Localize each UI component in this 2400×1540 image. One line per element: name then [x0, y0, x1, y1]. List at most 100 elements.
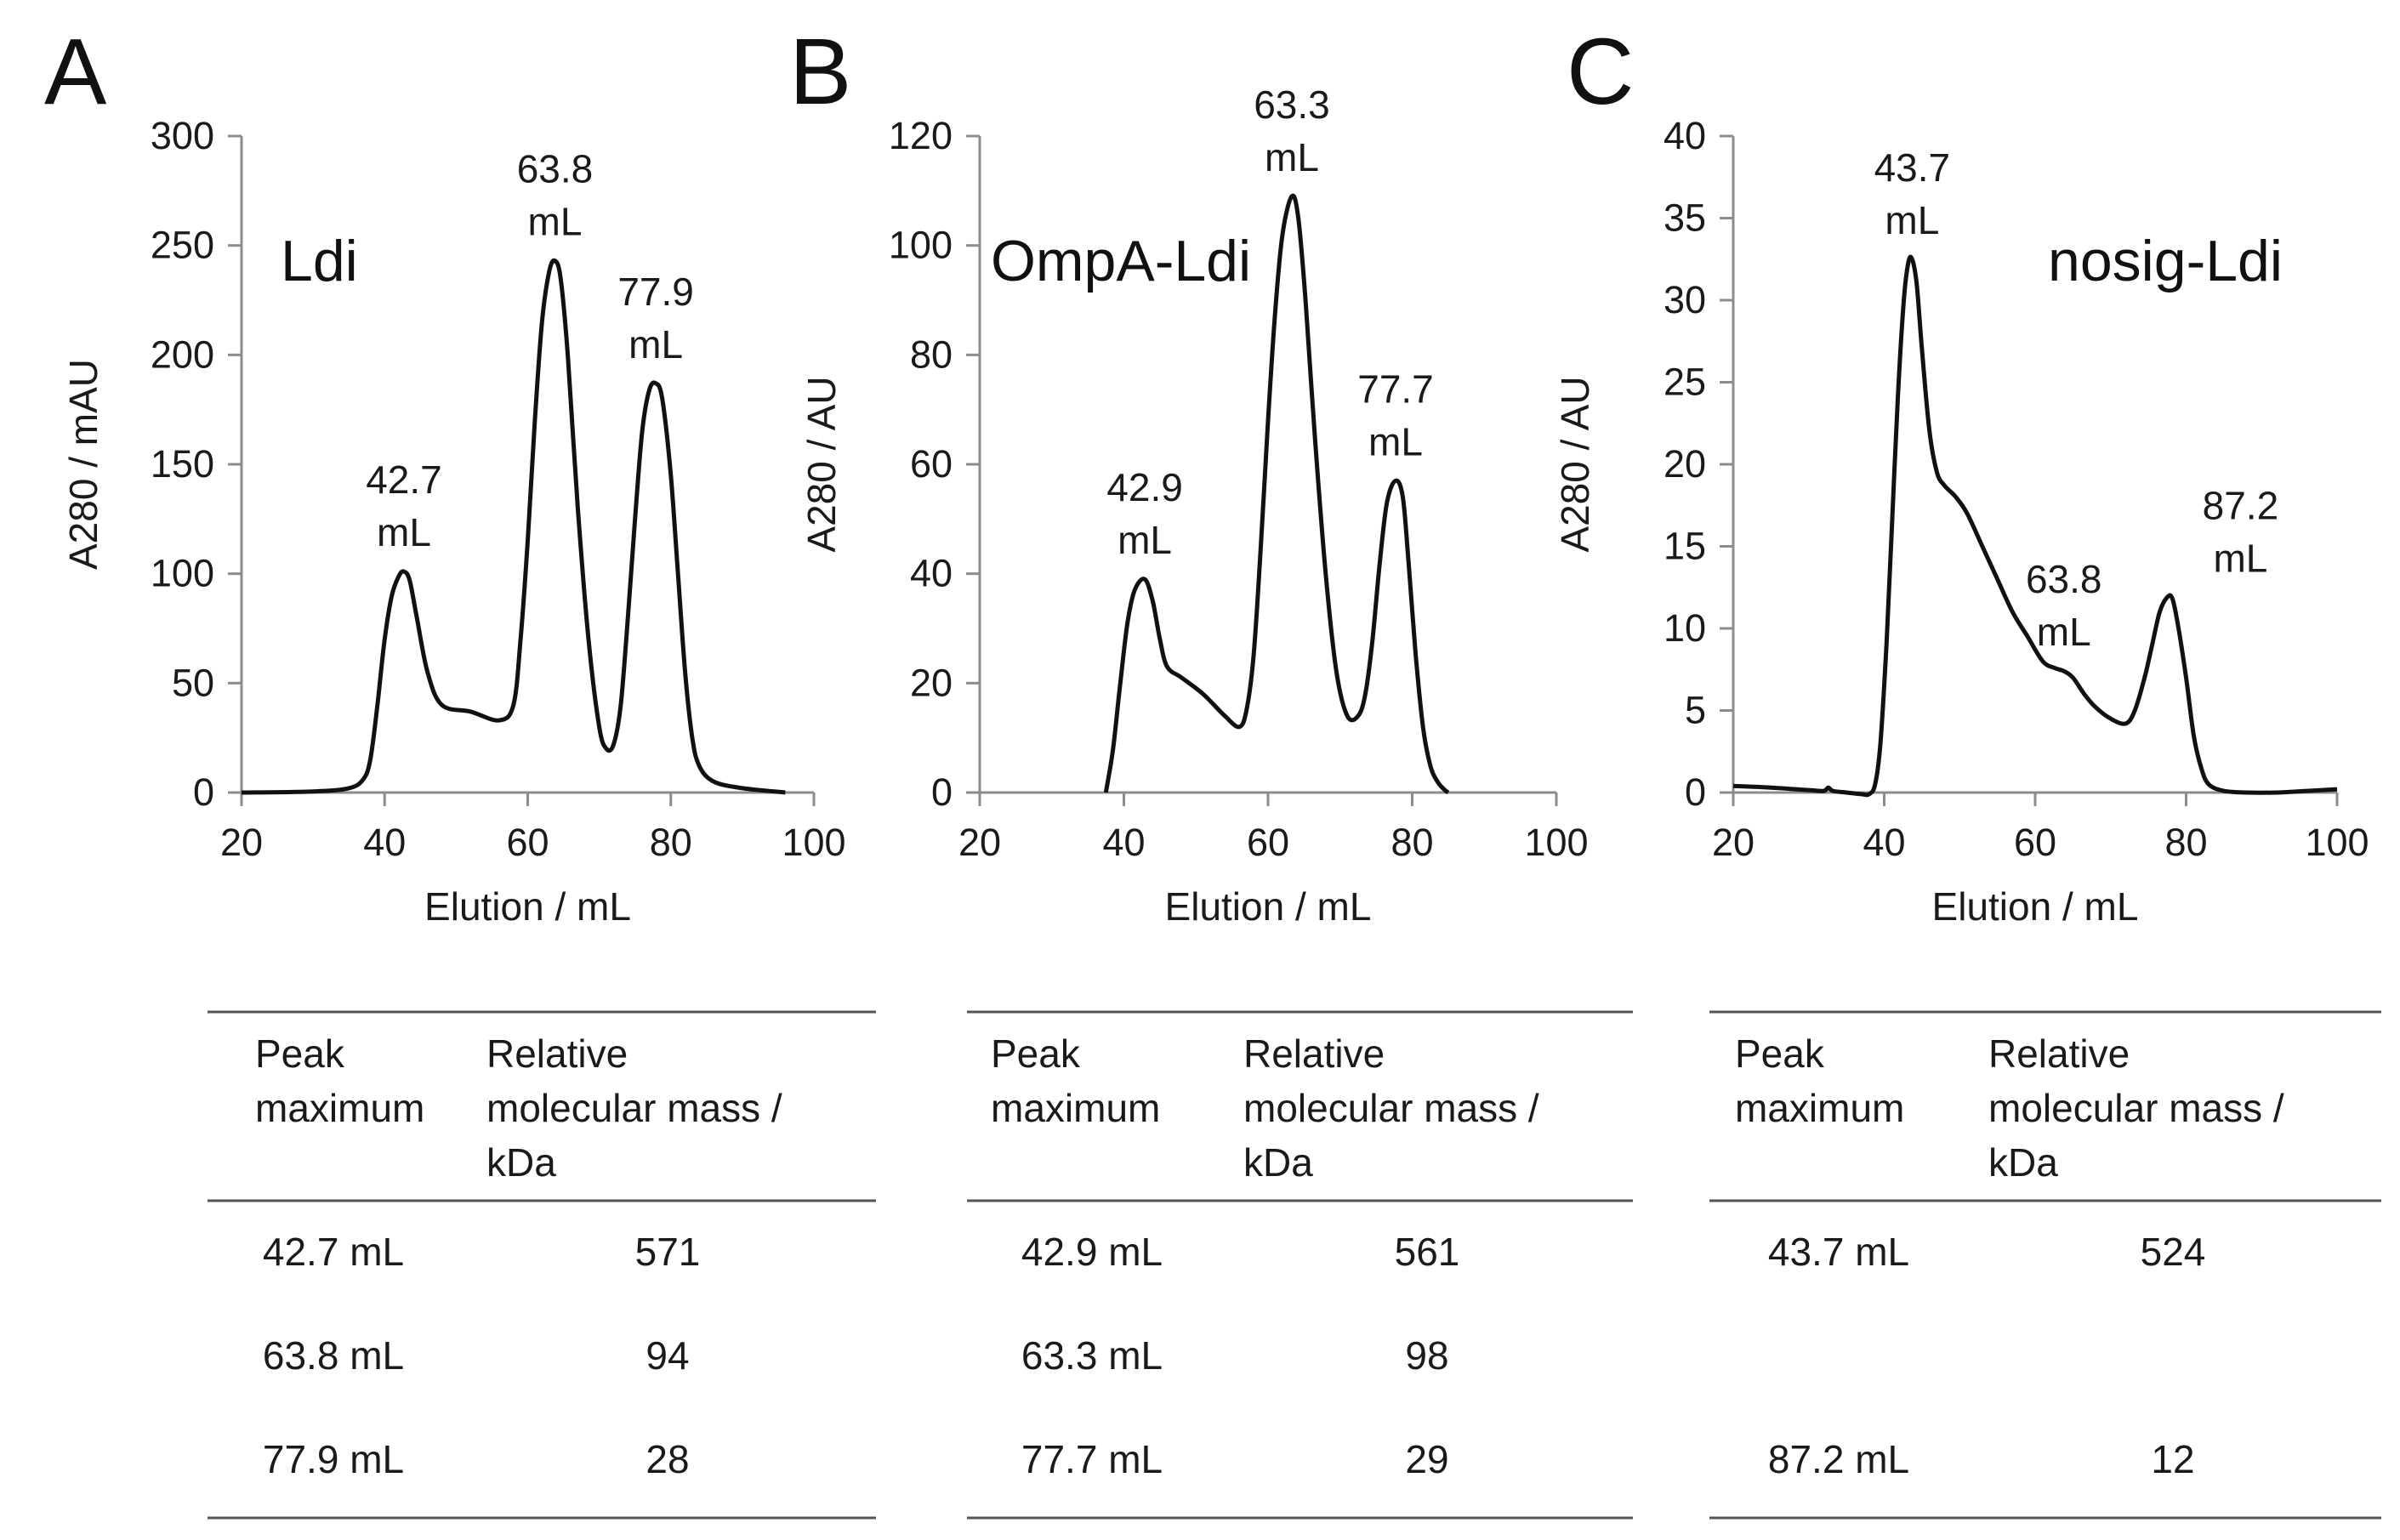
peak-annotation: mL: [2037, 610, 2091, 654]
peak-table: Peak maximum Relative molecular mass / kDa 43…: [1709, 1010, 2381, 1520]
table-header-cell: kDa: [1988, 1140, 2058, 1185]
table-header-cell: Peak: [1735, 1031, 1825, 1076]
table-header-cell: Peak: [991, 1031, 1081, 1076]
peak-annotation: 63.8: [517, 147, 594, 191]
y-tick-label: 15: [1664, 525, 1706, 568]
table-row: 77.9 mL 28: [263, 1437, 690, 1481]
y-tick-label: 300: [151, 114, 214, 157]
x-axis-label: Elution / mL: [1932, 884, 2139, 929]
table-cell-peak: 63.3 mL: [1021, 1333, 1163, 1378]
x-tick-label: 60: [1247, 821, 1289, 864]
peak-annotation: 77.7: [1357, 367, 1434, 411]
y-tick-label: 40: [910, 552, 953, 595]
y-axis-label: A280 / AU: [799, 376, 844, 552]
table-row: 42.9 mL 561: [1021, 1230, 1459, 1274]
peak-annotation: mL: [628, 322, 683, 367]
series-line: [1103, 193, 1450, 795]
table-header-cell: kDa: [1243, 1140, 1313, 1185]
y-tick-label: 250: [151, 224, 214, 267]
table-cell-mass: 94: [645, 1333, 689, 1378]
table-cell-peak: 42.9 mL: [1021, 1230, 1163, 1274]
chart-panel-c: C 0 5 10 15 20 25 30 35 40 20 40 60 80 100 Elution / mL…: [1553, 20, 2381, 1520]
x-tick-label: 40: [363, 821, 406, 864]
peak-annotation: mL: [528, 200, 583, 244]
y-tick-label: 0: [1685, 770, 1706, 814]
x-tick-label: 100: [1524, 821, 1588, 864]
x-tick-label: 20: [220, 821, 263, 864]
table-header-cell: kDa: [486, 1140, 556, 1185]
table-cell-mass: 571: [635, 1230, 701, 1274]
y-tick-label: 10: [1664, 606, 1706, 650]
table-cell-mass: 12: [2151, 1437, 2194, 1481]
peak-annotation: 87.2: [2203, 483, 2279, 527]
table-header-cell: Peak: [255, 1031, 345, 1076]
peak-table: Peak maximum Relative molecular mass / kDa 42…: [208, 1010, 876, 1520]
table-cell-peak: 43.7 mL: [1768, 1230, 1909, 1274]
peak-annotation: mL: [1885, 198, 1939, 242]
y-tick-label: 80: [910, 332, 953, 376]
x-axis-label: Elution / mL: [1165, 884, 1372, 929]
peak-annotation: 42.7: [366, 457, 442, 502]
peak-annotation: 77.9: [617, 270, 694, 314]
table-header-cell: maximum: [255, 1086, 424, 1130]
y-tick-label: 20: [910, 661, 953, 704]
x-axis-label: Elution / mL: [424, 884, 631, 929]
peak-annotation: 43.7: [1874, 145, 1951, 190]
x-tick-label: 80: [650, 821, 692, 864]
x-tick-label: 100: [2305, 821, 2369, 864]
x-tick-label: 20: [958, 821, 1001, 864]
panel-letter: A: [44, 20, 107, 124]
panel-letter: C: [1567, 20, 1634, 124]
x-tick-label: 100: [782, 821, 845, 864]
table-row: 63.3 mL 98: [1021, 1333, 1449, 1378]
y-tick-label: 40: [1664, 114, 1706, 157]
table-header-cell: molecular mass /: [1988, 1086, 2284, 1130]
table-cell-mass: 29: [1405, 1437, 1448, 1481]
table-header-cell: maximum: [1735, 1086, 1904, 1130]
series-line: [1732, 254, 2338, 798]
y-tick-label: 100: [151, 552, 214, 595]
table-cell-peak: 77.7 mL: [1021, 1437, 1163, 1481]
x-tick-label: 20: [1712, 821, 1755, 864]
chart-panel-a: A 0 50 100 150 200 250 300 20 40 60 80 100 Elution / …: [44, 20, 876, 1520]
table-row: 77.7 mL 29: [1021, 1437, 1449, 1481]
y-axis-label: A280 / AU: [1553, 376, 1597, 552]
x-tick-label: 80: [1391, 821, 1433, 864]
chart-title: OmpA-Ldi: [991, 229, 1251, 293]
y-tick-label: 0: [193, 770, 214, 814]
y-tick-label: 5: [1685, 689, 1706, 732]
table-cell-mass: 28: [645, 1437, 689, 1481]
table-cell-peak: 63.8 mL: [263, 1333, 404, 1378]
panel-letter: B: [789, 20, 851, 124]
table-header-cell: Relative: [1988, 1031, 2130, 1076]
chart-title: Ldi: [281, 229, 358, 293]
y-tick-label: 30: [1664, 278, 1706, 321]
table-cell-peak: 77.9 mL: [263, 1437, 404, 1481]
table-row: 63.8 mL 94: [263, 1333, 690, 1378]
y-tick-label: 100: [889, 224, 953, 267]
table-header-cell: molecular mass /: [486, 1086, 782, 1130]
y-tick-label: 150: [151, 442, 214, 486]
table-cell-mass: 98: [1405, 1333, 1448, 1378]
peak-annotation: mL: [1118, 518, 1172, 562]
peak-annotation: mL: [2213, 536, 2267, 580]
y-tick-label: 25: [1664, 361, 1706, 404]
table-cell-peak: 42.7 mL: [263, 1230, 404, 1274]
table-row: 42.7 mL 571: [263, 1230, 700, 1274]
chart-title: nosig-Ldi: [2048, 229, 2283, 293]
x-tick-label: 40: [1863, 821, 1905, 864]
x-tick-label: 40: [1102, 821, 1145, 864]
y-tick-label: 50: [172, 661, 214, 704]
peak-table: Peak maximum Relative molecular mass / kDa 42…: [967, 1010, 1633, 1520]
table-header-cell: molecular mass /: [1243, 1086, 1539, 1130]
y-tick-label: 35: [1664, 196, 1706, 240]
peak-annotation: 63.3: [1254, 82, 1330, 127]
y-tick-label: 60: [910, 442, 953, 486]
series-line: [241, 258, 786, 795]
table-header-cell: Relative: [486, 1031, 628, 1076]
peak-annotation: mL: [1368, 419, 1423, 463]
peak-annotation: 63.8: [2026, 557, 2102, 601]
